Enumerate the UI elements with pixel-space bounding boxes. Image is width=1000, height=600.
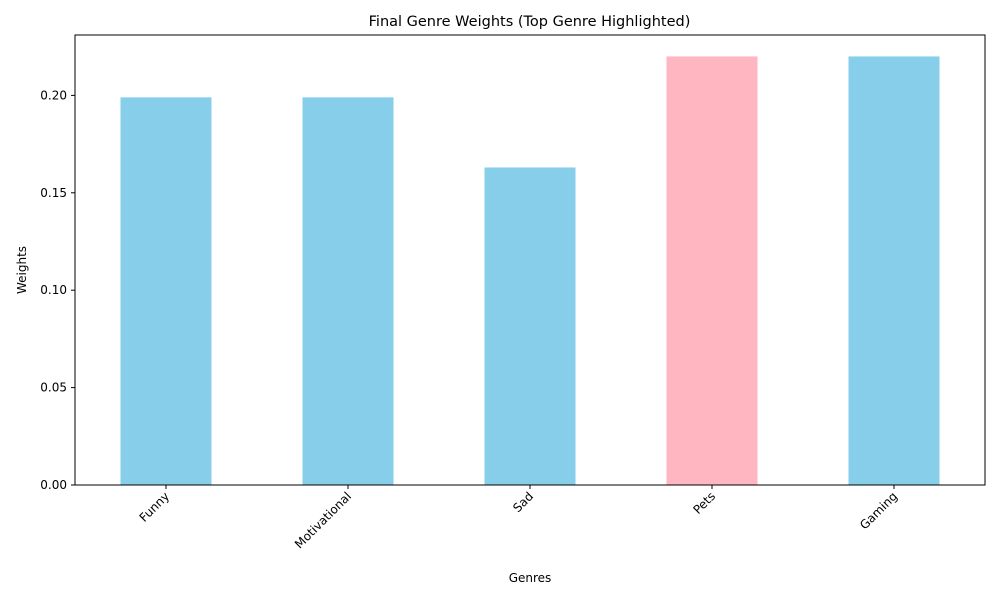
bar-funny xyxy=(120,97,212,486)
bar-sad xyxy=(484,167,576,485)
y-axis-label: Weights xyxy=(15,246,29,294)
x-axis-label: Genres xyxy=(509,571,552,585)
y-tick-label: 0.15 xyxy=(40,186,67,200)
y-tick-label: 0.05 xyxy=(40,381,67,395)
y-tick-label: 0.20 xyxy=(40,88,67,102)
bar-motivational xyxy=(302,97,394,486)
chart-title: Final Genre Weights (Top Genre Highlight… xyxy=(369,14,691,30)
x-tick-label: Pets xyxy=(690,489,718,517)
y-tick-label: 0.00 xyxy=(40,478,67,492)
bar-pets xyxy=(666,56,758,486)
x-tick-label: Motivational xyxy=(292,489,354,551)
x-tick-label: Gaming xyxy=(857,489,900,532)
y-axis-ticks: 0.00 0.05 0.10 0.15 0.20 xyxy=(40,88,75,492)
x-axis-ticks: Funny Motivational Sad Pets Gaming xyxy=(137,485,900,551)
bar-gaming xyxy=(848,56,940,486)
x-tick-label: Funny xyxy=(137,489,172,524)
bars-group xyxy=(120,56,940,486)
y-tick-label: 0.10 xyxy=(40,283,67,297)
plot-frame xyxy=(74,34,986,486)
x-tick-label: Sad xyxy=(510,489,536,515)
